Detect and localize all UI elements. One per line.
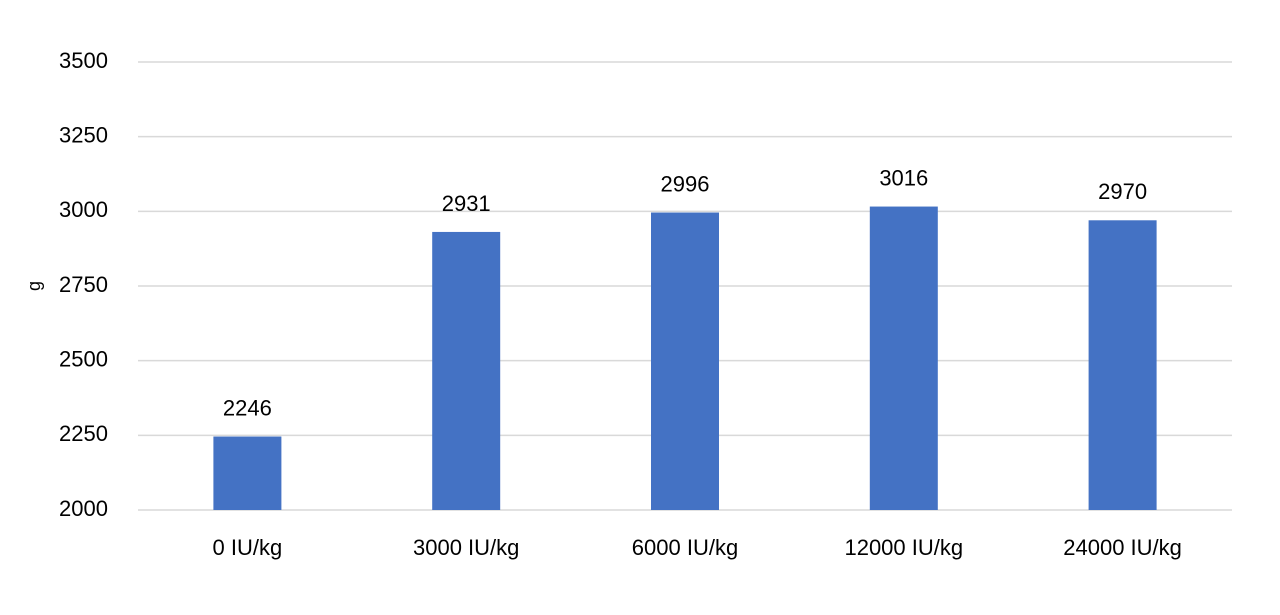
bar: [1088, 220, 1157, 510]
x-tick-label: 0 IU/kg: [213, 535, 283, 560]
y-tick-label: 3250: [59, 122, 108, 147]
y-tick-label: 3000: [59, 197, 108, 222]
data-label: 2970: [1098, 179, 1147, 204]
y-tick-label: 2750: [59, 272, 108, 297]
bar: [213, 436, 282, 510]
data-label: 3016: [879, 165, 928, 190]
bar: [432, 231, 501, 510]
y-tick-label: 2000: [59, 496, 108, 521]
y-axis-title: g: [24, 281, 44, 291]
x-tick-label: 24000 IU/kg: [1063, 535, 1182, 560]
data-label: 2931: [442, 191, 491, 216]
bar: [651, 212, 719, 510]
data-label: 2996: [661, 171, 710, 196]
x-tick-label: 3000 IU/kg: [413, 535, 519, 560]
y-tick-label: 2250: [59, 421, 108, 446]
x-tick-label: 6000 IU/kg: [632, 535, 738, 560]
data-label: 2246: [223, 395, 272, 420]
y-tick-label: 3500: [59, 48, 108, 73]
x-tick-label: 12000 IU/kg: [844, 535, 963, 560]
y-tick-label: 2500: [59, 346, 108, 371]
bar: [869, 206, 938, 510]
